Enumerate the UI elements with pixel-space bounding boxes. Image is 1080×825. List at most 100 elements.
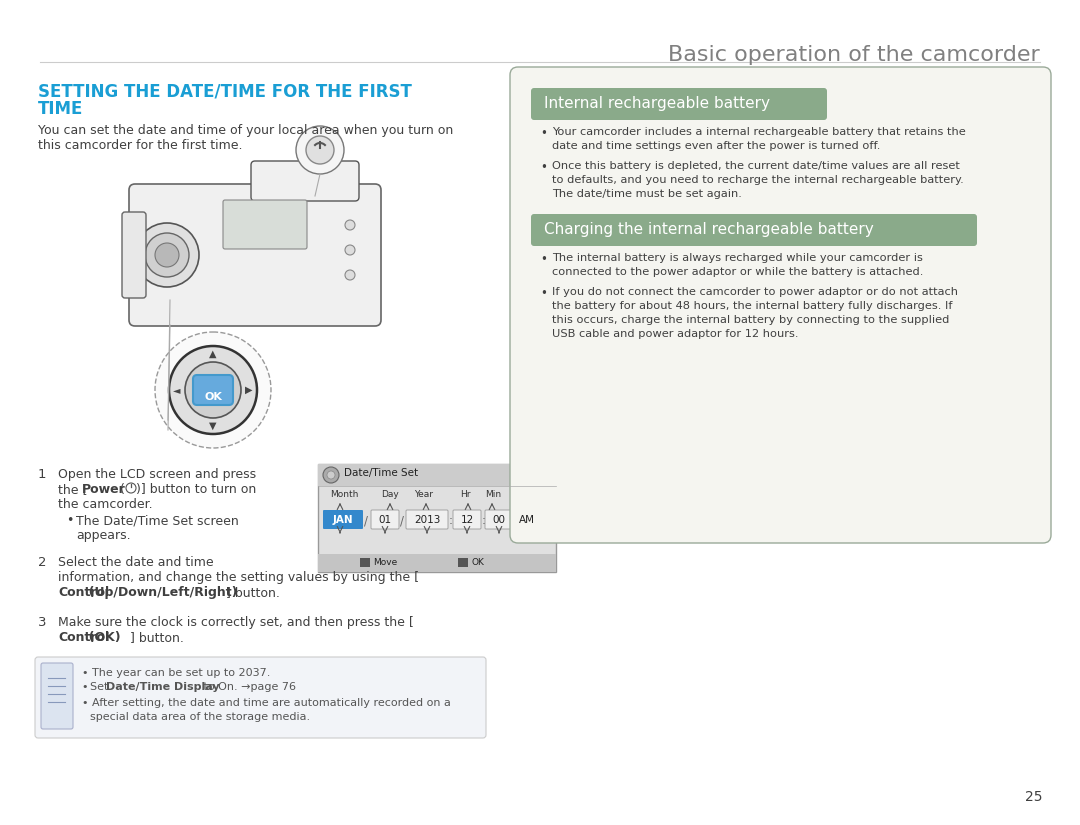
Text: If you do not connect the camcorder to power adaptor or do not attach: If you do not connect the camcorder to p… <box>552 287 958 297</box>
Text: ◄: ◄ <box>173 385 180 395</box>
Circle shape <box>323 467 339 483</box>
Text: You can set the date and time of your local area when you turn on: You can set the date and time of your lo… <box>38 124 454 137</box>
Text: this camcorder for the first time.: this camcorder for the first time. <box>38 139 243 152</box>
Text: 2013: 2013 <box>414 515 441 525</box>
Circle shape <box>296 126 345 174</box>
Text: the camcorder.: the camcorder. <box>58 498 152 511</box>
Text: (Up/Down/Left/Right): (Up/Down/Left/Right) <box>58 586 238 599</box>
FancyBboxPatch shape <box>510 67 1051 543</box>
Text: OK: OK <box>472 558 485 567</box>
Text: JAN: JAN <box>333 515 353 525</box>
FancyBboxPatch shape <box>531 88 827 120</box>
Text: 3: 3 <box>38 616 46 629</box>
Text: Charging the internal rechargeable battery: Charging the internal rechargeable batte… <box>544 222 874 237</box>
Circle shape <box>135 223 199 287</box>
FancyBboxPatch shape <box>360 558 370 567</box>
Text: special data area of the storage media.: special data area of the storage media. <box>90 712 310 722</box>
Text: Month: Month <box>330 490 359 499</box>
Text: this occurs, charge the internal battery by connecting to the supplied: this occurs, charge the internal battery… <box>552 315 949 325</box>
FancyBboxPatch shape <box>35 657 486 738</box>
FancyBboxPatch shape <box>372 510 399 529</box>
Text: The date/time must be set again.: The date/time must be set again. <box>552 189 742 199</box>
Text: :: : <box>449 514 453 527</box>
Text: SETTING THE DATE/TIME FOR THE FIRST: SETTING THE DATE/TIME FOR THE FIRST <box>38 82 411 100</box>
Text: date and time settings even after the power is turned off.: date and time settings even after the po… <box>552 141 880 151</box>
Text: •: • <box>66 514 73 527</box>
FancyBboxPatch shape <box>251 161 359 201</box>
Text: The Date/Time Set screen: The Date/Time Set screen <box>76 514 239 527</box>
Text: Internal rechargeable battery: Internal rechargeable battery <box>544 96 770 111</box>
Circle shape <box>345 220 355 230</box>
FancyBboxPatch shape <box>323 510 363 529</box>
Text: USB cable and power adaptor for 12 hours.: USB cable and power adaptor for 12 hours… <box>552 329 798 339</box>
Text: 1: 1 <box>38 468 46 481</box>
Text: •: • <box>82 682 92 692</box>
Text: appears.: appears. <box>76 529 131 542</box>
Text: • The year can be set up to 2037.: • The year can be set up to 2037. <box>82 668 270 678</box>
Text: Control: Control <box>58 631 109 644</box>
FancyBboxPatch shape <box>193 375 233 405</box>
FancyBboxPatch shape <box>453 510 481 529</box>
Text: Once this battery is depleted, the current date/time values are all reset: Once this battery is depleted, the curre… <box>552 161 960 171</box>
Circle shape <box>327 471 335 479</box>
Text: connected to the power adaptor or while the battery is attached.: connected to the power adaptor or while … <box>552 267 923 277</box>
Text: Year: Year <box>414 490 433 499</box>
Text: Hr: Hr <box>460 490 471 499</box>
Circle shape <box>156 332 271 448</box>
Circle shape <box>168 346 257 434</box>
Text: TIME: TIME <box>38 100 83 118</box>
FancyBboxPatch shape <box>41 663 73 729</box>
Text: Your camcorder includes a internal rechargeable battery that retains the: Your camcorder includes a internal recha… <box>552 127 966 137</box>
FancyBboxPatch shape <box>526 470 548 481</box>
Text: Set: Set <box>90 682 112 692</box>
Text: Make sure the clock is correctly set, and then press the [: Make sure the clock is correctly set, an… <box>58 616 414 629</box>
Text: Control: Control <box>58 586 109 599</box>
FancyBboxPatch shape <box>318 464 556 486</box>
Text: /: / <box>364 514 368 527</box>
Text: /: / <box>400 514 404 527</box>
Text: information, and change the setting values by using the [: information, and change the setting valu… <box>58 571 419 584</box>
Text: the battery for about 48 hours, the internal battery fully discharges. If: the battery for about 48 hours, the inte… <box>552 301 953 311</box>
Text: (: ( <box>120 483 125 496</box>
Text: OK: OK <box>204 392 221 402</box>
Circle shape <box>185 362 241 418</box>
Circle shape <box>145 233 189 277</box>
FancyBboxPatch shape <box>548 473 551 478</box>
Text: ▶: ▶ <box>245 385 253 395</box>
Text: The internal battery is always recharged while your camcorder is: The internal battery is always recharged… <box>552 253 923 263</box>
Text: ▲: ▲ <box>210 349 217 359</box>
Text: Basic operation of the camcorder: Basic operation of the camcorder <box>669 45 1040 65</box>
FancyBboxPatch shape <box>513 510 541 529</box>
Text: ▼: ▼ <box>210 421 217 431</box>
Text: 25: 25 <box>1025 790 1042 804</box>
Text: •: • <box>540 253 546 266</box>
Circle shape <box>306 136 334 164</box>
Text: •: • <box>540 161 546 174</box>
FancyBboxPatch shape <box>527 471 545 480</box>
Text: 2: 2 <box>38 556 46 569</box>
Text: •: • <box>540 127 546 140</box>
Text: Open the LCD screen and press: Open the LCD screen and press <box>58 468 256 481</box>
Text: 12: 12 <box>460 515 474 525</box>
Text: (OK): (OK) <box>58 631 121 644</box>
Text: ] button.: ] button. <box>226 586 280 599</box>
FancyBboxPatch shape <box>222 200 307 249</box>
Text: )] button to turn on: )] button to turn on <box>136 483 256 496</box>
Text: Power: Power <box>82 483 125 496</box>
FancyBboxPatch shape <box>531 214 977 246</box>
Text: 00: 00 <box>492 515 505 525</box>
Text: Min: Min <box>485 490 501 499</box>
FancyBboxPatch shape <box>122 212 146 298</box>
FancyBboxPatch shape <box>406 510 448 529</box>
Text: the [: the [ <box>58 483 87 496</box>
Text: Select the date and time: Select the date and time <box>58 556 214 569</box>
Text: Date/Time Set: Date/Time Set <box>345 468 418 478</box>
Text: :: : <box>482 514 486 527</box>
Circle shape <box>345 270 355 280</box>
Text: Date/Time Display: Date/Time Display <box>106 682 219 692</box>
Text: to On. →page 76: to On. →page 76 <box>200 682 296 692</box>
Text: •: • <box>540 287 546 300</box>
Text: Move: Move <box>373 558 397 567</box>
Text: Day: Day <box>381 490 399 499</box>
Circle shape <box>156 243 179 267</box>
